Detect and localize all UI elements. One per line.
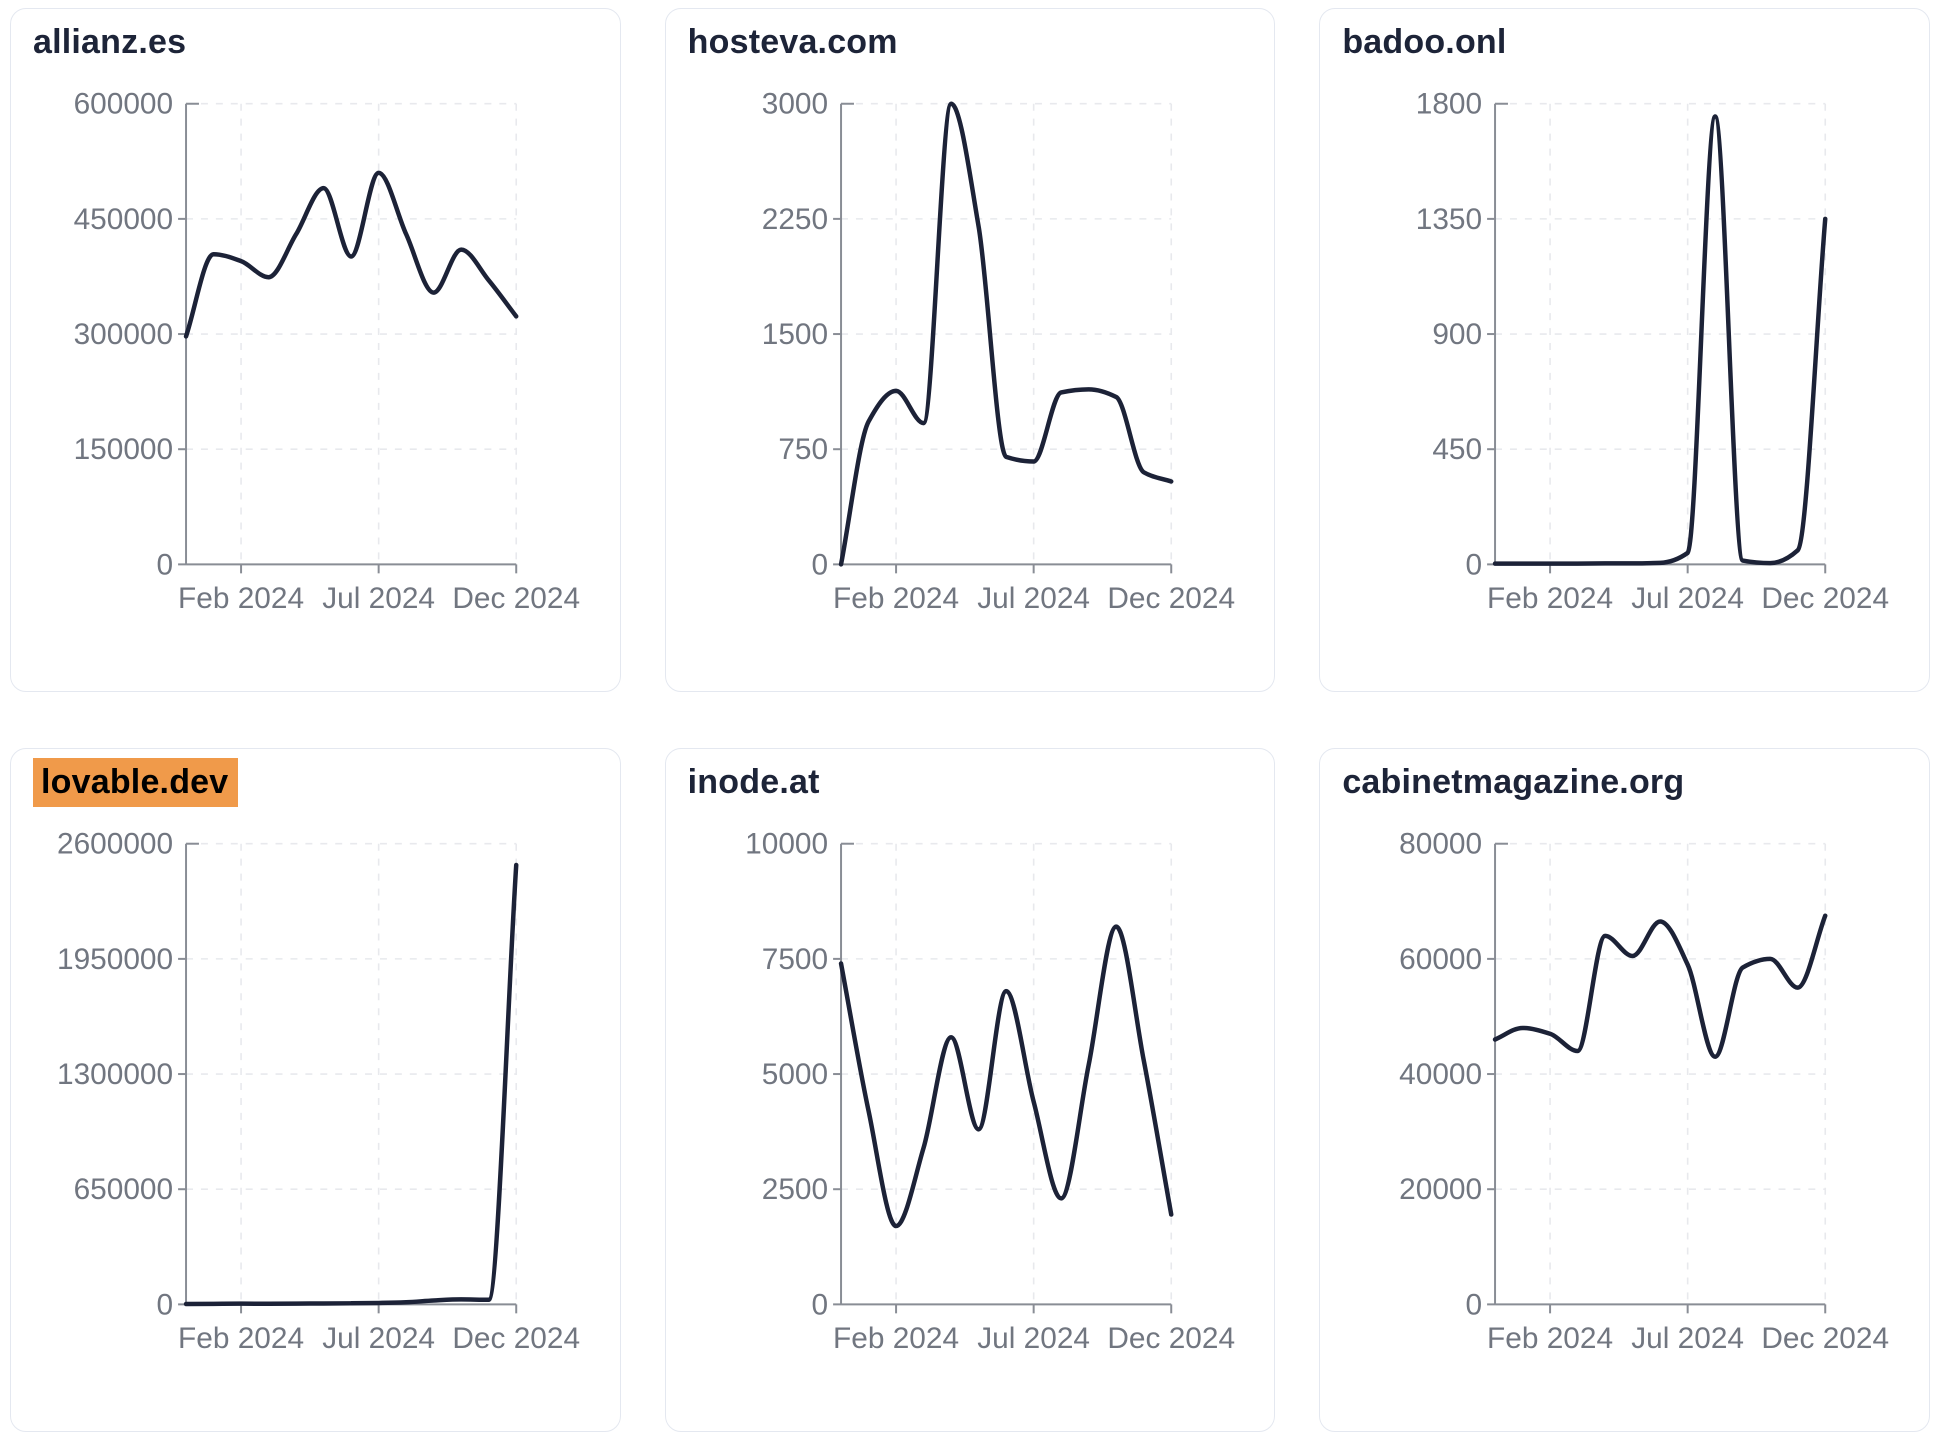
line-chart-svg: 0 20000 40000 60000 80000 Feb 2024 Jul 2024 Dec… bbox=[1399, 828, 1890, 1356]
chart-card-cabinetmagazine-org: cabinetmagazine.org 0 20000 40000 60000 8000… bbox=[1319, 748, 1930, 1432]
x-tick-label: Jul 2024 bbox=[1632, 1322, 1745, 1355]
y-tick-label: 1800 bbox=[1416, 88, 1482, 121]
chart-card-hosteva-com: hosteva.com 0 750 1500 2250 3000 Feb 2024 Jul … bbox=[664, 8, 1276, 692]
y-tick-label: 0 bbox=[157, 1288, 174, 1321]
y-tick-label: 0 bbox=[811, 548, 828, 581]
y-tick-label: 2250 bbox=[761, 203, 827, 236]
y-tick-label: 0 bbox=[157, 548, 174, 581]
x-tick-label: Jul 2024 bbox=[1632, 582, 1745, 615]
x-tick-label: Feb 2024 bbox=[178, 582, 304, 615]
x-tick-label: Dec 2024 bbox=[1107, 582, 1235, 615]
x-tick-label: Dec 2024 bbox=[1762, 582, 1890, 615]
card-title: lovable.dev bbox=[33, 758, 239, 807]
y-tick-label: 0 bbox=[1466, 548, 1483, 581]
line-chart-svg: 0 650000 1300000 1950000 2600000 Feb 2024 Jul … bbox=[57, 828, 580, 1356]
series-line bbox=[838, 924, 1174, 1229]
x-tick-label: Feb 2024 bbox=[178, 1322, 304, 1355]
card-title: hosteva.com bbox=[688, 23, 898, 62]
x-tick-label: Dec 2024 bbox=[452, 1322, 580, 1355]
y-tick-label: 1950000 bbox=[57, 943, 173, 976]
y-tick-label: 5000 bbox=[761, 1058, 827, 1091]
x-tick-label: Dec 2024 bbox=[452, 582, 580, 615]
domain-title: inode.at bbox=[687, 763, 820, 801]
y-tick-label: 10000 bbox=[745, 828, 828, 861]
card-title: allianz.es bbox=[33, 23, 186, 62]
series-line bbox=[1493, 114, 1828, 566]
y-tick-label: 150000 bbox=[74, 433, 174, 466]
line-chart-svg: 0 450 900 1350 1800 Feb 2024 Jul 2024 Dec 2024 bbox=[1416, 88, 1890, 616]
y-tick-label: 2500 bbox=[761, 1173, 827, 1206]
y-tick-label: 20000 bbox=[1399, 1173, 1482, 1206]
y-tick-label: 1300000 bbox=[57, 1058, 173, 1091]
line-chart-svg: 0 750 1500 2250 3000 Feb 2024 Jul 2024 Dec 2024 bbox=[761, 88, 1235, 616]
y-tick-label: 60000 bbox=[1399, 943, 1482, 976]
x-tick-label: Feb 2024 bbox=[833, 582, 959, 615]
card-title: inode.at bbox=[688, 763, 820, 802]
chart-card-allianz-es: allianz.es 0 150000 300000 450000 600000 Feb … bbox=[10, 8, 621, 692]
y-tick-label: 650000 bbox=[74, 1173, 174, 1206]
y-tick-label: 2600000 bbox=[57, 828, 173, 861]
y-tick-label: 300000 bbox=[74, 318, 174, 351]
chart-card-badoo-onl: badoo.onl 0 450 900 1350 1800 Feb 2024 Jul 202… bbox=[1319, 8, 1930, 692]
y-tick-label: 450000 bbox=[74, 203, 174, 236]
x-tick-label: Feb 2024 bbox=[1487, 1322, 1613, 1355]
line-chart-svg: 0 150000 300000 450000 600000 Feb 2024 Jul 202… bbox=[74, 88, 580, 616]
domain-title: badoo.onl bbox=[1342, 23, 1507, 61]
y-tick-label: 3000 bbox=[761, 88, 827, 121]
y-tick-label: 40000 bbox=[1399, 1058, 1482, 1091]
domain-title: hosteva.com bbox=[687, 23, 898, 61]
y-tick-label: 1500 bbox=[761, 318, 827, 351]
x-tick-label: Feb 2024 bbox=[833, 1322, 959, 1355]
series-line bbox=[1493, 913, 1828, 1060]
x-tick-label: Dec 2024 bbox=[1107, 1322, 1235, 1355]
series-line bbox=[838, 101, 1174, 567]
y-tick-label: 80000 bbox=[1399, 828, 1482, 861]
y-tick-label: 7500 bbox=[761, 943, 827, 976]
x-tick-label: Jul 2024 bbox=[322, 582, 435, 615]
chart-card-inode-at: inode.at 0 2500 5000 7500 10000 Feb 2024 Jul 2… bbox=[664, 748, 1276, 1432]
y-tick-label: 0 bbox=[1466, 1288, 1483, 1321]
y-tick-label: 600000 bbox=[74, 88, 174, 121]
domain-title: cabinetmagazine.org bbox=[1342, 763, 1685, 801]
series-line bbox=[183, 862, 519, 1307]
domain-title: allianz.es bbox=[33, 23, 187, 61]
y-tick-label: 450 bbox=[1433, 433, 1483, 466]
domain-title-highlighted: lovable.dev bbox=[33, 758, 239, 807]
y-tick-label: 1350 bbox=[1416, 203, 1482, 236]
x-tick-label: Jul 2024 bbox=[977, 1322, 1090, 1355]
y-tick-label: 0 bbox=[811, 1288, 828, 1321]
card-title: badoo.onl bbox=[1342, 23, 1506, 62]
line-chart-svg: 0 2500 5000 7500 10000 Feb 2024 Jul 2024 Dec 20… bbox=[745, 828, 1235, 1356]
x-tick-label: Dec 2024 bbox=[1762, 1322, 1890, 1355]
x-tick-label: Feb 2024 bbox=[1487, 582, 1613, 615]
card-title: cabinetmagazine.org bbox=[1342, 763, 1684, 802]
y-tick-label: 750 bbox=[778, 433, 828, 466]
chart-card-lovable-dev: lovable.dev 0 650000 1300000 1950000 2600000… bbox=[10, 748, 621, 1432]
y-tick-label: 900 bbox=[1433, 318, 1483, 351]
series-line bbox=[183, 170, 519, 339]
x-tick-label: Jul 2024 bbox=[322, 1322, 435, 1355]
x-tick-label: Jul 2024 bbox=[977, 582, 1090, 615]
